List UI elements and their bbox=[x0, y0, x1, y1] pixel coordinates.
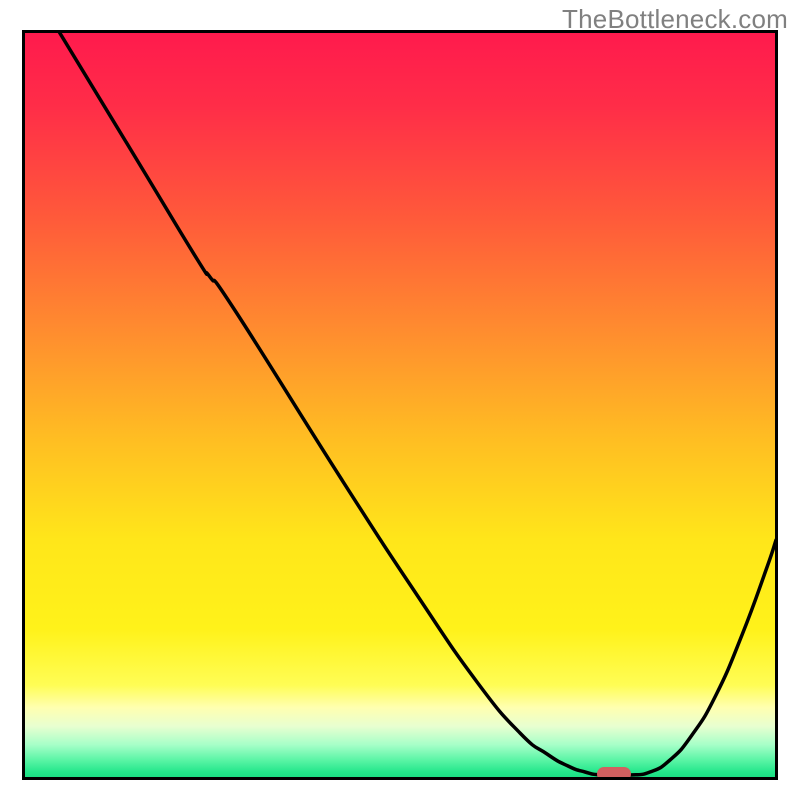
chart-frame: TheBottleneck.com bbox=[0, 0, 800, 800]
bottleneck-chart bbox=[22, 30, 778, 780]
gradient-fill bbox=[24, 32, 777, 779]
